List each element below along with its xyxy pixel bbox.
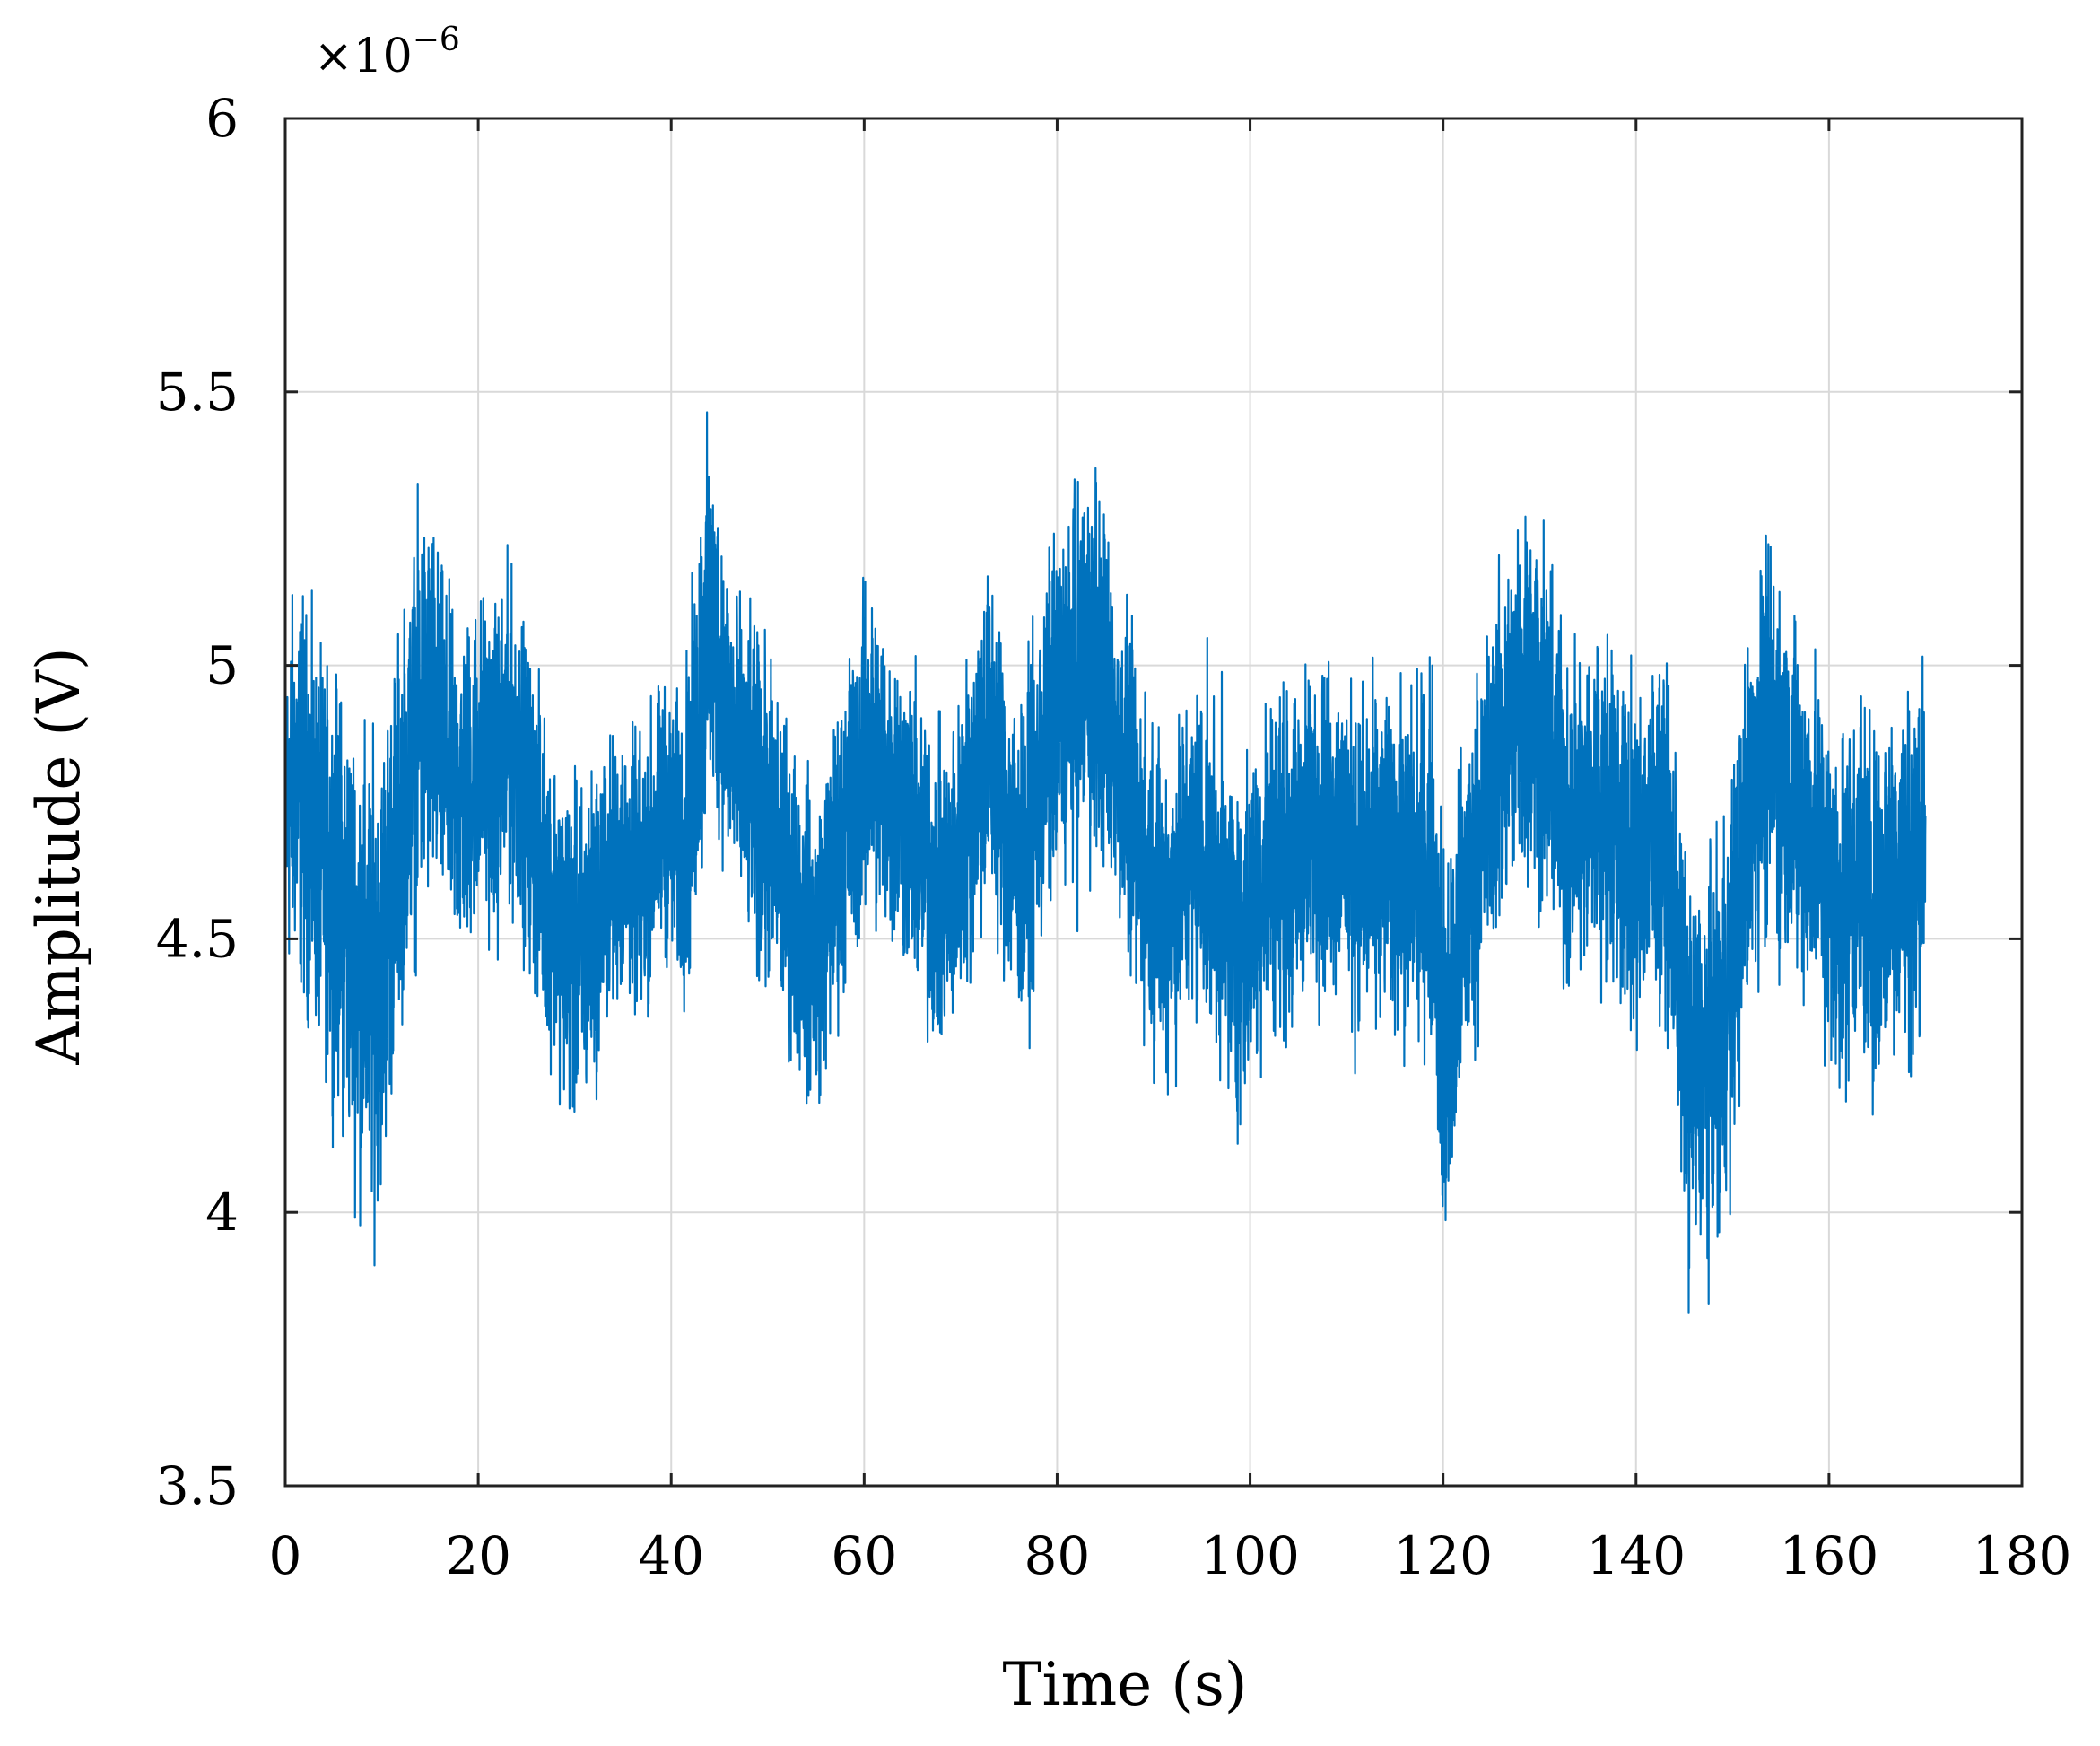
x-tick-labels: 0 20 40 60 80 100 120 140 160 180 xyxy=(269,1525,2072,1586)
x-tick-label: 20 xyxy=(445,1525,511,1586)
x-tick-label: 180 xyxy=(1973,1525,2072,1586)
x-tick-label: 40 xyxy=(638,1525,704,1586)
y-tick-label: 4 xyxy=(205,1182,239,1243)
y-tick-label: 6 xyxy=(205,88,239,149)
plot-area-frame xyxy=(283,117,2024,1488)
y-axis-multiplier: ×10−6 xyxy=(314,22,460,83)
x-tick-label: 100 xyxy=(1200,1525,1300,1586)
x-tick-label: 140 xyxy=(1586,1525,1686,1586)
x-tick-label: 60 xyxy=(831,1525,897,1586)
y-tick-label: 4.5 xyxy=(156,908,239,969)
y-tick-label: 5 xyxy=(205,635,239,696)
x-tick-label: 80 xyxy=(1024,1525,1091,1586)
y-tick-label: 3.5 xyxy=(156,1455,239,1516)
y-tick-labels: 3.5 4 4.5 5 5.5 6 xyxy=(156,88,239,1516)
x-tick-label: 0 xyxy=(269,1525,302,1586)
x-tick-label: 160 xyxy=(1780,1525,1879,1586)
y-axis-title: Amplitude (V) xyxy=(24,647,93,1065)
axis-ticks xyxy=(283,117,2024,1488)
x-tick-label: 120 xyxy=(1393,1525,1493,1586)
signal-line xyxy=(283,411,1927,1314)
x-axis-title: Time (s) xyxy=(1002,1650,1247,1719)
y-tick-label: 5.5 xyxy=(156,362,239,423)
